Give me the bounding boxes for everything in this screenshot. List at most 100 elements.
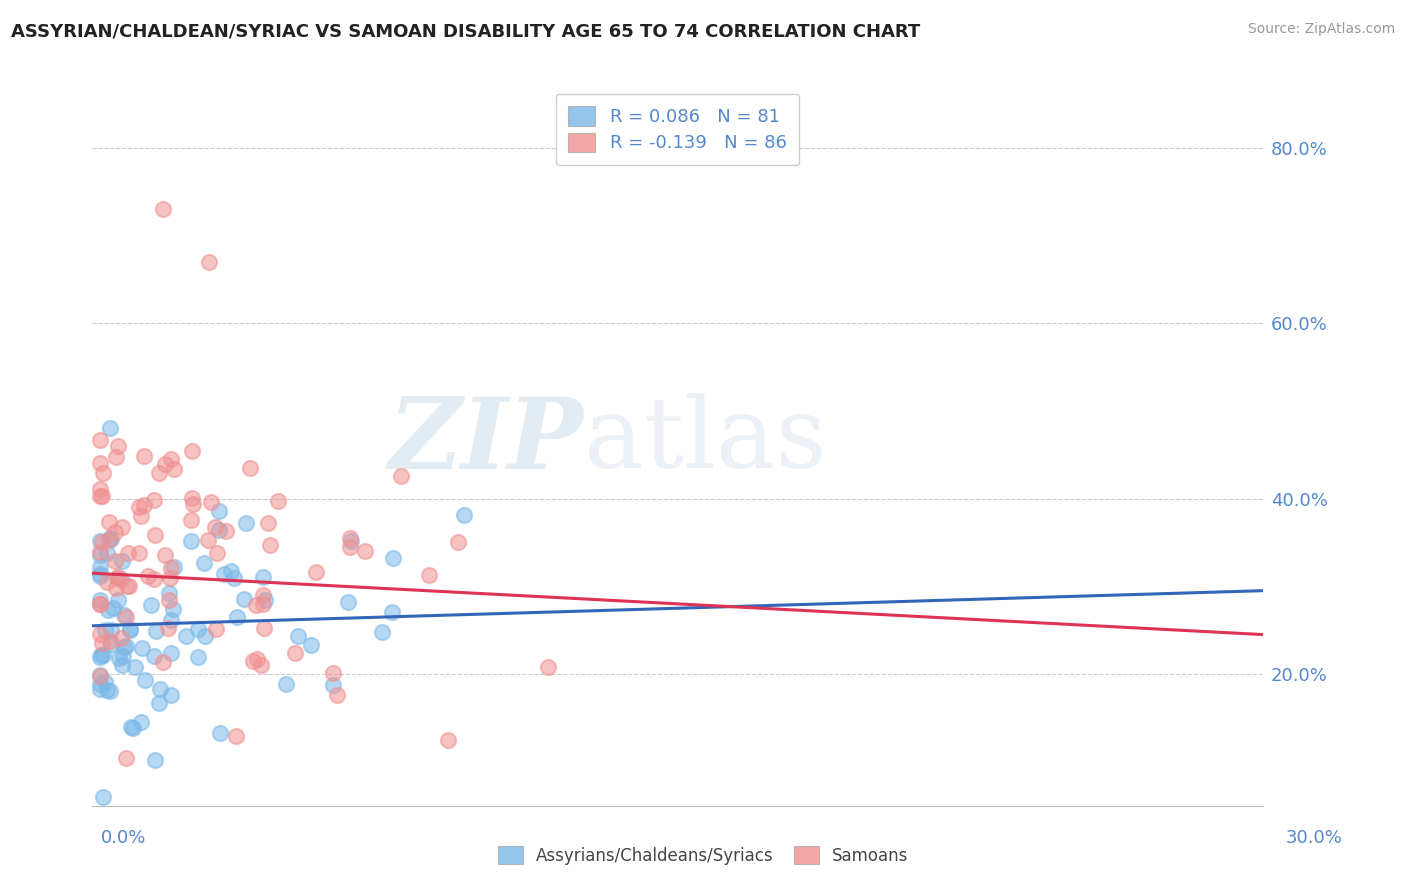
Point — [104, 450, 127, 464]
Point — [90, 648, 112, 663]
Point — [180, 534, 202, 549]
Point — [89, 534, 111, 549]
Point — [160, 560, 183, 574]
Point — [100, 624, 122, 638]
Point — [537, 660, 560, 674]
Point — [112, 608, 135, 623]
Point — [97, 533, 120, 547]
Point — [139, 598, 162, 612]
Point — [159, 572, 181, 586]
Text: ASSYRIAN/CHALDEAN/SYRIAC VS SAMOAN DISABILITY AGE 65 TO 74 CORRELATION CHART: ASSYRIAN/CHALDEAN/SYRIAC VS SAMOAN DISAB… — [11, 22, 921, 40]
Point — [124, 659, 146, 673]
Point — [103, 524, 125, 539]
Text: 30.0%: 30.0% — [1286, 829, 1343, 847]
Point — [89, 597, 111, 611]
Text: atlas: atlas — [583, 393, 827, 490]
Point — [208, 503, 231, 517]
Point — [299, 638, 322, 652]
Point — [134, 673, 156, 687]
Point — [209, 726, 232, 740]
Point — [143, 754, 166, 768]
Point — [89, 569, 111, 583]
Legend: Assyrians/Chaldeans/Syriacs, Samoans: Assyrians/Chaldeans/Syriacs, Samoans — [488, 836, 918, 875]
Point — [339, 534, 361, 549]
Point — [91, 534, 114, 549]
Point — [104, 581, 127, 595]
Point — [143, 572, 166, 586]
Point — [121, 721, 143, 735]
Point — [205, 545, 228, 559]
Point — [115, 750, 138, 764]
Point — [205, 622, 228, 636]
Point — [89, 597, 111, 611]
Point — [267, 493, 290, 508]
Point — [193, 556, 215, 570]
Point — [98, 515, 121, 529]
Point — [98, 531, 121, 545]
Point — [91, 466, 114, 480]
Point — [131, 640, 153, 655]
Point — [215, 524, 238, 539]
Point — [382, 551, 405, 566]
Point — [120, 623, 142, 637]
Point — [153, 457, 176, 471]
Point — [153, 549, 176, 563]
Point — [91, 648, 114, 662]
Point — [162, 602, 184, 616]
Point — [128, 500, 150, 514]
Point — [198, 254, 221, 268]
Point — [100, 532, 122, 546]
Point — [208, 524, 231, 538]
Point — [115, 579, 138, 593]
Point — [160, 688, 183, 702]
Point — [257, 516, 280, 531]
Point — [96, 682, 118, 697]
Point — [274, 676, 297, 690]
Point — [322, 678, 344, 692]
Point — [89, 667, 111, 681]
Point — [115, 610, 138, 624]
Point — [159, 613, 181, 627]
Point — [284, 646, 307, 660]
Point — [89, 544, 111, 558]
Point — [148, 466, 170, 480]
Point — [131, 509, 153, 524]
Point — [110, 572, 132, 586]
Point — [152, 202, 174, 216]
Point — [143, 648, 166, 663]
Point — [152, 655, 174, 669]
Point — [111, 554, 134, 568]
Point — [226, 609, 249, 624]
Point — [89, 456, 111, 470]
Point — [101, 601, 124, 615]
Point — [89, 682, 111, 697]
Point — [225, 729, 247, 743]
Point — [232, 591, 254, 606]
Point — [120, 622, 142, 636]
Point — [159, 452, 181, 467]
Point — [132, 498, 155, 512]
Point — [112, 640, 135, 654]
Point — [381, 605, 404, 619]
Point — [162, 559, 184, 574]
Point — [89, 677, 111, 691]
Point — [200, 495, 222, 509]
Point — [132, 449, 155, 463]
Point — [194, 629, 217, 643]
Point — [145, 624, 167, 639]
Point — [157, 592, 180, 607]
Point — [129, 714, 152, 729]
Point — [322, 665, 344, 680]
Point — [197, 533, 219, 547]
Point — [149, 682, 172, 697]
Point — [97, 603, 120, 617]
Point — [339, 540, 361, 554]
Point — [304, 565, 326, 579]
Point — [121, 721, 143, 735]
Point — [107, 439, 129, 453]
Point — [110, 631, 132, 645]
Point — [142, 493, 165, 508]
Legend: R = 0.086   N = 81, R = -0.139   N = 86: R = 0.086 N = 81, R = -0.139 N = 86 — [555, 94, 799, 165]
Point — [181, 497, 204, 511]
Point — [159, 646, 181, 660]
